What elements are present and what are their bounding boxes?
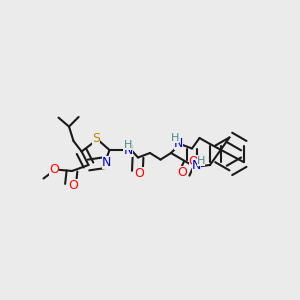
Text: N: N: [123, 144, 133, 158]
Text: H: H: [124, 140, 132, 150]
Text: N: N: [102, 155, 111, 169]
Text: O: O: [177, 166, 187, 179]
Text: O: O: [189, 155, 198, 168]
Text: O: O: [50, 163, 59, 176]
Text: O: O: [134, 167, 144, 180]
Text: N: N: [174, 137, 183, 150]
Text: H: H: [197, 155, 205, 166]
Text: N: N: [192, 159, 201, 172]
Text: H: H: [170, 133, 179, 143]
Text: S: S: [92, 131, 100, 145]
Text: O: O: [69, 178, 78, 192]
